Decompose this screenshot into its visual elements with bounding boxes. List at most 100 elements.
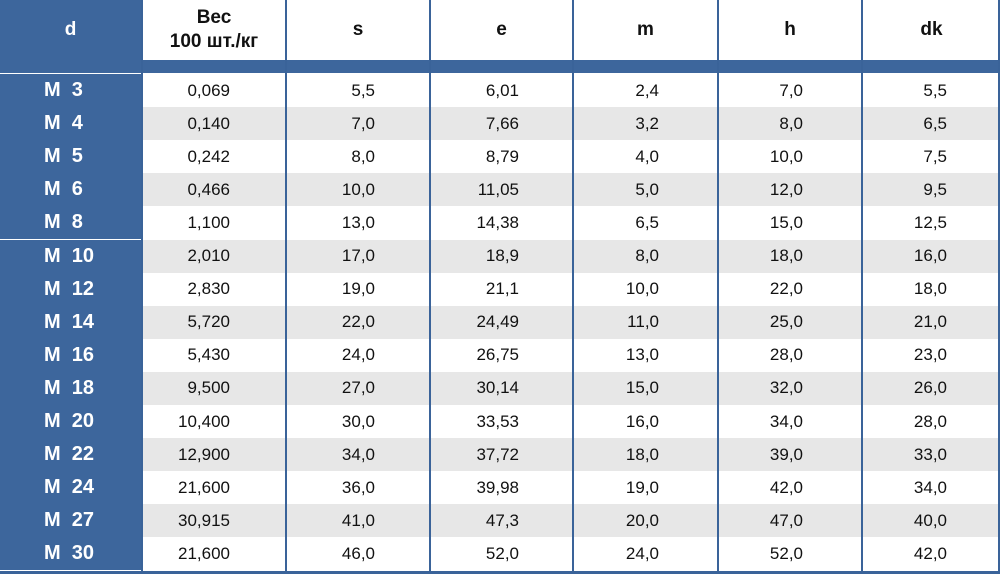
header-s: s xyxy=(287,0,429,60)
cell-d: M 18 xyxy=(0,371,141,405)
cell-e: 47,3 xyxy=(431,504,572,538)
cell-e: 37,72 xyxy=(431,438,572,472)
cell-m: 16,0 xyxy=(574,405,717,438)
cell-h: 47,0 xyxy=(719,504,861,538)
cell-d: M 14 xyxy=(0,305,141,339)
table-row: M 27 30,915 41,0 47,3 20,0 47,0 40,0 xyxy=(0,504,1000,538)
cell-s: 5,5 xyxy=(287,74,429,107)
cell-m: 2,4 xyxy=(574,74,717,107)
cell-s: 10,0 xyxy=(287,173,429,207)
cell-h: 34,0 xyxy=(719,405,861,438)
cell-m: 11,0 xyxy=(574,305,717,339)
cell-h: 22,0 xyxy=(719,272,861,306)
cell-s: 30,0 xyxy=(287,405,429,438)
cell-m: 8,0 xyxy=(574,239,717,273)
table-row: M 5 0,242 8,0 8,79 4,0 10,0 7,5 xyxy=(0,140,1000,174)
cell-weight: 12,900 xyxy=(143,438,285,472)
cell-e: 30,14 xyxy=(431,371,572,405)
header-separator-bar xyxy=(0,60,1000,73)
cell-d: M 4 xyxy=(0,107,141,141)
cell-dk: 23,0 xyxy=(863,338,1000,372)
cell-e: 39,98 xyxy=(431,471,572,505)
cell-d: M 8 xyxy=(0,206,141,240)
header-h-label: h xyxy=(784,19,796,40)
cell-h: 25,0 xyxy=(719,305,861,339)
cell-weight: 30,915 xyxy=(143,504,285,538)
cell-h: 39,0 xyxy=(719,438,861,472)
cell-m: 3,2 xyxy=(574,107,717,141)
cell-s: 41,0 xyxy=(287,504,429,538)
cell-d: M 16 xyxy=(0,338,141,372)
cell-dk: 16,0 xyxy=(863,239,1000,273)
cell-weight: 9,500 xyxy=(143,371,285,405)
cell-h: 42,0 xyxy=(719,471,861,505)
column-divider xyxy=(717,0,719,574)
table-row: M 20 10,400 30,0 33,53 16,0 34,0 28,0 xyxy=(0,405,1000,438)
table-row: M 4 0,140 7,0 7,66 3,2 8,0 6,5 xyxy=(0,107,1000,141)
cell-s: 27,0 xyxy=(287,371,429,405)
table-row: M 30 21,600 46,0 52,0 24,0 52,0 42,0 xyxy=(0,537,1000,571)
cell-h: 7,0 xyxy=(719,74,861,107)
cell-dk: 6,5 xyxy=(863,107,1000,141)
cell-e: 6,01 xyxy=(431,74,572,107)
cell-dk: 9,5 xyxy=(863,173,1000,207)
cell-dk: 21,0 xyxy=(863,305,1000,339)
cell-e: 18,9 xyxy=(431,239,572,273)
cell-e: 52,0 xyxy=(431,537,572,571)
table-row: M 22 12,900 34,0 37,72 18,0 39,0 33,0 xyxy=(0,438,1000,472)
cell-h: 52,0 xyxy=(719,537,861,571)
cell-d: M 22 xyxy=(0,438,141,472)
cell-e: 14,38 xyxy=(431,206,572,240)
cell-dk: 33,0 xyxy=(863,438,1000,472)
cell-s: 7,0 xyxy=(287,107,429,141)
cell-e: 11,05 xyxy=(431,173,572,207)
cell-weight: 2,010 xyxy=(143,239,285,273)
cell-weight: 21,600 xyxy=(143,537,285,571)
cell-h: 8,0 xyxy=(719,107,861,141)
table-row: M 3 0,069 5,5 6,01 2,4 7,0 5,5 xyxy=(0,74,1000,107)
header-dk: dk xyxy=(863,0,1000,60)
cell-weight: 0,069 xyxy=(143,74,285,107)
cell-h: 15,0 xyxy=(719,206,861,240)
cell-dk: 40,0 xyxy=(863,504,1000,538)
column-divider xyxy=(285,0,287,574)
cell-dk: 7,5 xyxy=(863,140,1000,174)
cell-e: 26,75 xyxy=(431,338,572,372)
header-e: e xyxy=(431,0,572,60)
cell-m: 5,0 xyxy=(574,173,717,207)
cell-h: 32,0 xyxy=(719,371,861,405)
cell-weight: 21,600 xyxy=(143,471,285,505)
header-e-label: e xyxy=(496,19,507,40)
cell-d: M 5 xyxy=(0,140,141,174)
cell-d: M 27 xyxy=(0,504,141,538)
table-row: M 24 21,600 36,0 39,98 19,0 42,0 34,0 xyxy=(0,471,1000,505)
cell-e: 24,49 xyxy=(431,305,572,339)
cell-weight: 5,430 xyxy=(143,338,285,372)
cell-dk: 5,5 xyxy=(863,74,1000,107)
header-d: d xyxy=(0,0,141,60)
cell-h: 18,0 xyxy=(719,239,861,273)
cell-dk: 28,0 xyxy=(863,405,1000,438)
cell-s: 46,0 xyxy=(287,537,429,571)
cell-weight: 0,466 xyxy=(143,173,285,207)
cell-dk: 18,0 xyxy=(863,272,1000,306)
cell-e: 7,66 xyxy=(431,107,572,141)
cell-weight: 0,140 xyxy=(143,107,285,141)
cell-m: 19,0 xyxy=(574,471,717,505)
table-row: M 14 5,720 22,0 24,49 11,0 25,0 21,0 xyxy=(0,305,1000,339)
cell-weight: 1,100 xyxy=(143,206,285,240)
cell-weight: 10,400 xyxy=(143,405,285,438)
column-divider xyxy=(998,0,1000,574)
header-dk-label: dk xyxy=(920,19,943,40)
cell-dk: 42,0 xyxy=(863,537,1000,571)
table-row: M 6 0,466 10,0 11,05 5,0 12,0 9,5 xyxy=(0,173,1000,207)
table-row: M 10 2,010 17,0 18,9 8,0 18,0 16,0 xyxy=(0,239,1000,273)
cell-m: 10,0 xyxy=(574,272,717,306)
cell-d: M 6 xyxy=(0,173,141,207)
table-row: M 12 2,830 19,0 21,1 10,0 22,0 18,0 xyxy=(0,272,1000,306)
cell-m: 18,0 xyxy=(574,438,717,472)
cell-s: 8,0 xyxy=(287,140,429,174)
cell-dk: 12,5 xyxy=(863,206,1000,240)
column-divider xyxy=(429,0,431,574)
